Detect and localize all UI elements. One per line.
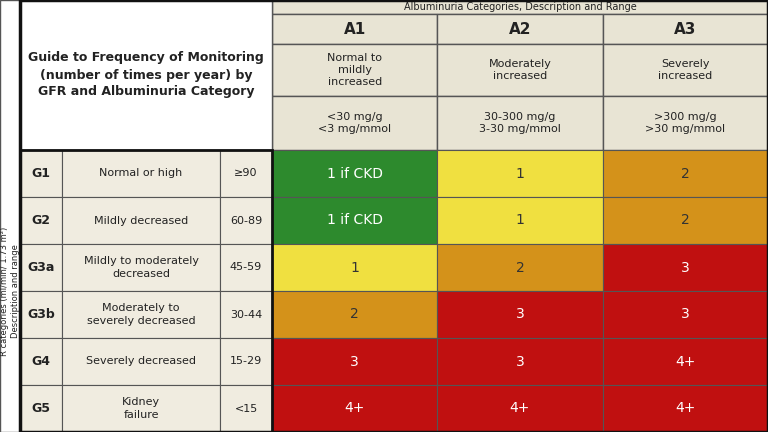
Text: <15: <15 [234,403,257,413]
Bar [603,338,768,385]
Bar [20,338,62,385]
Bar [272,385,437,432]
Text: (number of times per year) by: (number of times per year) by [40,69,252,82]
Text: 2: 2 [350,308,359,321]
Text: 1: 1 [515,213,525,228]
Bar [20,197,62,244]
Text: 1 if CKD: 1 if CKD [326,166,382,181]
Text: Moderately
increased: Moderately increased [488,59,551,81]
Bar [437,44,603,96]
Text: Albuminuria Categories, Description and Range: Albuminuria Categories, Description and … [404,2,637,12]
Text: Normal or high: Normal or high [99,168,183,178]
Text: 3: 3 [681,308,690,321]
Bar [437,385,603,432]
Text: 30-300 mg/g
3-30 mg/mmol: 30-300 mg/g 3-30 mg/mmol [479,112,561,134]
Bar [603,197,768,244]
Bar [272,14,437,44]
Text: Severely decreased: Severely decreased [86,356,196,366]
Bar [20,244,62,291]
Text: Moderately to
severely decreased: Moderately to severely decreased [87,303,195,326]
Text: A1: A1 [343,22,366,36]
Bar [220,291,272,338]
Bar [603,291,768,338]
Bar [603,244,768,291]
Text: 4+: 4+ [675,401,696,416]
Text: 3: 3 [515,308,525,321]
Bar [220,338,272,385]
Text: GFR and Albuminuria Category: GFR and Albuminuria Category [38,86,254,98]
Text: Mildly to moderately
decreased: Mildly to moderately decreased [84,256,198,279]
Text: 3: 3 [515,355,525,368]
Bar [62,197,220,244]
Text: <30 mg/g
<3 mg/mmol: <30 mg/g <3 mg/mmol [318,112,391,134]
Bar [62,385,220,432]
Bar [437,150,603,197]
Text: 1 if CKD: 1 if CKD [326,213,382,228]
Text: Severely
increased: Severely increased [658,59,713,81]
Bar [603,14,768,44]
Bar [62,338,220,385]
Text: 2: 2 [681,213,690,228]
Bar [272,96,437,150]
Text: Mildly decreased: Mildly decreased [94,216,188,226]
Bar [20,150,62,197]
Bar [603,96,768,150]
Bar [437,96,603,150]
Bar [272,197,437,244]
Text: Kidney
failure: Kidney failure [122,397,160,420]
Text: G4: G4 [31,355,51,368]
Bar [220,244,272,291]
Bar [62,244,220,291]
Text: G3a: G3a [28,261,55,274]
Bar [20,150,272,432]
Text: G5: G5 [31,402,51,415]
Text: A3: A3 [674,22,697,36]
Bar [437,338,603,385]
Bar [437,14,603,44]
Bar [272,0,768,14]
Text: 4+: 4+ [345,401,365,416]
Bar [272,291,437,338]
Text: 60-89: 60-89 [230,216,262,226]
Bar [62,291,220,338]
Text: 2: 2 [681,166,690,181]
Bar [437,244,603,291]
Bar [220,197,272,244]
Bar [437,291,603,338]
Text: 2: 2 [515,260,525,274]
Bar [437,197,603,244]
Text: Guide to Frequency of Monitoring: Guide to Frequency of Monitoring [28,51,264,64]
Text: 1: 1 [350,260,359,274]
Bar [220,385,272,432]
Text: R categories (ml/min/ 1.73 m²)
Description and range: R categories (ml/min/ 1.73 m²) Descripti… [0,226,21,356]
Text: A2: A2 [508,22,531,36]
Text: 4+: 4+ [510,401,530,416]
Text: >300 mg/g
>30 mg/mmol: >300 mg/g >30 mg/mmol [645,112,726,134]
Text: Normal to
mildly
increased: Normal to mildly increased [327,53,382,87]
Bar [20,291,62,338]
Text: G1: G1 [31,167,51,180]
Bar [20,0,272,150]
Bar [603,150,768,197]
Bar [603,44,768,96]
Text: G3b: G3b [27,308,55,321]
Text: 3: 3 [681,260,690,274]
Bar [272,244,437,291]
Text: ≥90: ≥90 [234,168,258,178]
Text: 1: 1 [515,166,525,181]
Bar [220,150,272,197]
Bar [272,150,437,197]
Text: 45-59: 45-59 [230,263,262,273]
Bar [62,150,220,197]
Text: 30-44: 30-44 [230,309,262,320]
Text: G2: G2 [31,214,51,227]
Text: 15-29: 15-29 [230,356,262,366]
Text: 4+: 4+ [675,355,696,368]
Bar [603,385,768,432]
Bar [20,385,62,432]
Bar [272,44,437,96]
Bar [0,0,20,432]
Bar [272,338,437,385]
Text: 3: 3 [350,355,359,368]
